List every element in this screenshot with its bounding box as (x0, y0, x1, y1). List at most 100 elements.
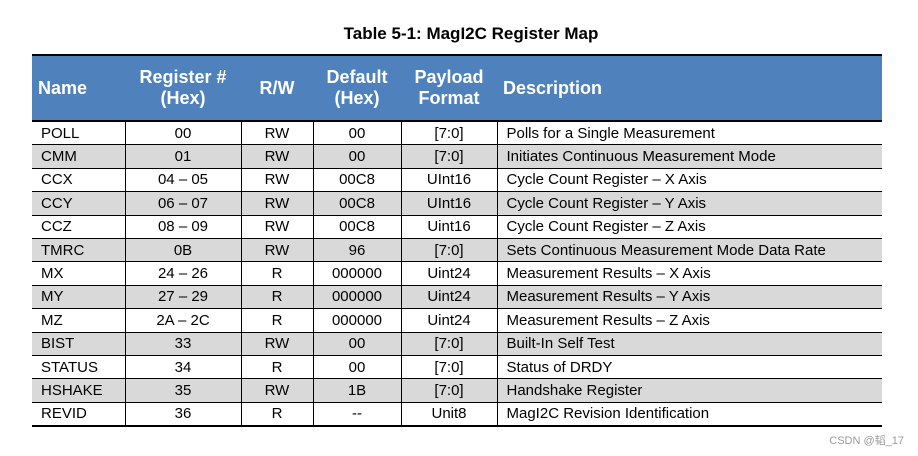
cell-description: Polls for a Single Measurement (496, 121, 882, 145)
column-header-default: Default (Hex) (313, 55, 401, 121)
table-row: STATUS 34 R 00 [7:0] Status of DRDY (32, 355, 882, 379)
cell-description: Measurement Results – Z Axis (496, 308, 882, 333)
cell-description: Status of DRDY (496, 355, 882, 379)
cell-default: 00 (312, 355, 401, 379)
cell-rw: RW (240, 191, 313, 216)
cell-payload: [7:0] (400, 144, 497, 169)
cell-rw: RW (240, 215, 313, 239)
cell-register: 27 – 29 (124, 285, 241, 309)
cell-register: 08 – 09 (124, 215, 241, 239)
cell-rw: RW (240, 121, 313, 145)
cell-default: 000000 (312, 285, 401, 309)
cell-description: Cycle Count Register – X Axis (496, 168, 882, 192)
cell-name: MY (41, 288, 64, 306)
cell-name: CCY (41, 194, 73, 212)
cell-default: 00C8 (312, 168, 401, 192)
cell-rw: R (240, 355, 313, 379)
cell-register: 36 (124, 402, 241, 427)
table-title: Table 5-1: MagI2C Register Map (343, 24, 599, 43)
cell-register: 04 – 05 (124, 168, 241, 192)
cell-rw: R (240, 285, 313, 309)
column-header-text: Description (503, 77, 603, 98)
cell-register: 06 – 07 (124, 191, 241, 216)
cell-register: 0B (124, 238, 241, 262)
table-row: MZ 2A – 2C R 000000 Uint24 Measurement Result… (32, 308, 882, 333)
table-row: CMM 01 RW 00 [7:0] Initiates Continuous Measu… (32, 144, 882, 169)
table-row: BIST 33 RW 00 [7:0] Built-In Self Test (32, 332, 882, 356)
cell-description: Measurement Results – X Axis (496, 261, 882, 286)
cell-rw: R (240, 308, 313, 333)
cell-name: STATUS (41, 358, 98, 376)
table-row: HSHAKE 35 RW 1B [7:0] Handshake Register (32, 378, 882, 403)
cell-default: 1B (312, 378, 401, 403)
cell-name: POLL (41, 124, 80, 142)
watermark: CSDN @韬_17 (829, 435, 904, 447)
cell-rw: R (240, 402, 313, 427)
cell-payload: Uint24 (400, 285, 497, 309)
cell-payload: Uint16 (400, 215, 497, 239)
cell-name: MX (41, 265, 64, 283)
cell-default: 00C8 (312, 191, 401, 216)
cell-description: Cycle Count Register – Y Axis (496, 191, 882, 216)
cell-default: 00 (312, 332, 401, 356)
column-header-text: Default (326, 67, 388, 87)
cell-rw: R (240, 261, 313, 286)
cell-name: CCX (41, 171, 73, 189)
cell-register: 01 (124, 144, 241, 169)
cell-description: Measurement Results – Y Axis (496, 285, 882, 309)
table-row: REVID 36 R -- Unit8 MagI2C Revision Identific… (32, 402, 882, 427)
cell-name: TMRC (41, 241, 85, 259)
column-header-payload: Payload Format (401, 55, 497, 121)
cell-payload: [7:0] (400, 238, 497, 262)
cell-payload: Unit8 (400, 402, 497, 427)
cell-description: MagI2C Revision Identification (496, 402, 882, 427)
cell-description: Built-In Self Test (496, 332, 882, 356)
cell-payload: UInt16 (400, 168, 497, 192)
cell-rw: RW (240, 238, 313, 262)
cell-description: Cycle Count Register – Z Axis (496, 215, 882, 239)
cell-description: Handshake Register (496, 378, 882, 403)
cell-register: 24 – 26 (124, 261, 241, 286)
cell-payload: [7:0] (400, 378, 497, 403)
table-row: TMRC 0B RW 96 [7:0] Sets Continuous Measureme… (32, 238, 882, 262)
table-row: CCX 04 – 05 RW 00C8 UInt16 Cycle Count Regist… (32, 168, 882, 192)
cell-name: CCZ (41, 218, 72, 236)
cell-default: -- (312, 402, 401, 427)
column-header-text: Format (418, 88, 480, 108)
cell-default: 96 (312, 238, 401, 262)
cell-rw: RW (240, 378, 313, 403)
cell-default: 00C8 (312, 215, 401, 239)
cell-register: 2A – 2C (124, 308, 241, 333)
table-row: MX 24 – 26 R 000000 Uint24 Measurement Result… (32, 261, 882, 286)
table-row: POLL 00 RW 00 [7:0] Polls for a Single Measur… (32, 121, 882, 145)
cell-payload: Uint24 (400, 308, 497, 333)
table-row: MY 27 – 29 R 000000 Uint24 Measurement Result… (32, 285, 882, 309)
cell-payload: [7:0] (400, 332, 497, 356)
cell-name: REVID (41, 405, 87, 423)
cell-description: Initiates Continuous Measurement Mode (496, 144, 882, 169)
cell-register: 35 (124, 378, 241, 403)
cell-description: Sets Continuous Measurement Mode Data Ra… (496, 238, 882, 262)
cell-default: 00 (312, 121, 401, 145)
cell-register: 00 (124, 121, 241, 145)
cell-default: 000000 (312, 261, 401, 286)
cell-register: 33 (124, 332, 241, 356)
column-header-text: (Hex) (160, 88, 206, 108)
cell-default: 00 (312, 144, 401, 169)
column-header-register: Register # (Hex) (125, 55, 241, 121)
cell-register: 34 (124, 355, 241, 379)
column-header-rw: R/W (241, 55, 313, 121)
column-header-text: Payload (414, 67, 484, 87)
cell-payload: UInt16 (400, 191, 497, 216)
table-row: CCY 06 – 07 RW 00C8 UInt16 Cycle Count Regist… (32, 191, 882, 216)
cell-name: HSHAKE (41, 381, 103, 399)
cell-payload: [7:0] (400, 355, 497, 379)
cell-payload: Uint24 (400, 261, 497, 286)
cell-default: 000000 (312, 308, 401, 333)
column-header-text: R/W (259, 77, 295, 98)
table-header-row: Name Register # (Hex) R/W Default (Hex) Payloa… (32, 55, 882, 121)
cell-name: BIST (41, 335, 75, 353)
cell-rw: RW (240, 144, 313, 169)
table-row: CCZ 08 – 09 RW 00C8 Uint16 Cycle Count Regist… (32, 215, 882, 239)
cell-rw: RW (240, 168, 313, 192)
